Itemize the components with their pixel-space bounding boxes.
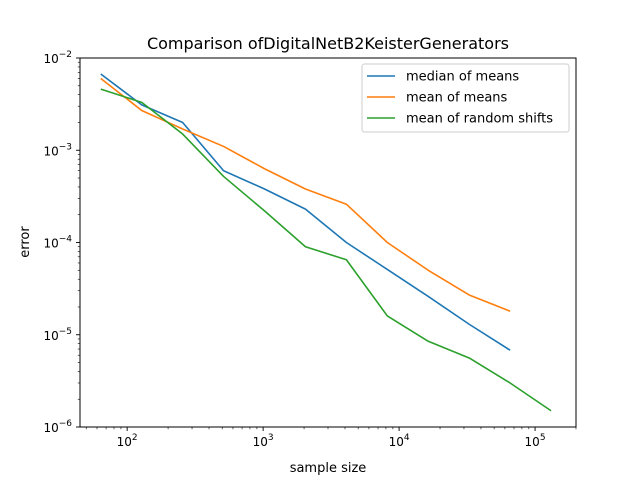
legend-label-2: mean of means [406,91,508,106]
y-tick-label: 10−4 [43,235,72,251]
legend-box [361,63,570,133]
x-tick-label: 104 [389,433,410,449]
y-tick-label: 10−6 [43,419,72,435]
legend: median of means mean of means mean of rand… [361,63,570,133]
y-tick-label: 10−5 [43,327,72,343]
y-tick-label: 10−3 [43,142,72,158]
chart-title: Comparison ofDigitalNetB2KeisterGenerato… [147,34,509,53]
legend-label-1: median of means [406,70,519,85]
legend-label-3: mean of random shifts [406,112,553,127]
x-tick-label: 103 [253,433,274,449]
y-tick-label: 10−2 [43,50,72,66]
y-axis-label: error [18,226,33,258]
x-axis-label: sample size [290,461,367,476]
x-tick-label: 105 [525,433,546,449]
x-tick-label: 102 [117,433,138,449]
series-line-1 [100,73,511,351]
series-line-3 [100,88,552,412]
